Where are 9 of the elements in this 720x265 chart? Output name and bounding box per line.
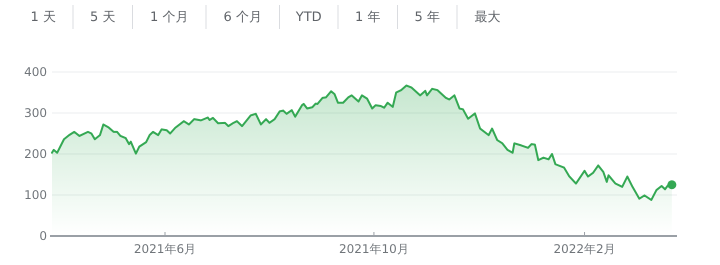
range-tabs: 1 天 5 天 1 个月 6 个月 YTD 1 年 5 年 最大 — [30, 4, 500, 30]
y-tick-label: 300 — [24, 106, 47, 120]
y-tick-label: 200 — [24, 147, 47, 162]
y-tick-label: 0 — [39, 229, 47, 244]
x-tick-label: 2021年6月 — [134, 242, 196, 256]
y-tick-label: 400 — [24, 65, 47, 80]
x-tick-label: 2022年2月 — [553, 242, 616, 256]
x-tick-label: 2021年10月 — [339, 242, 409, 256]
y-tick-label: 100 — [24, 188, 47, 202]
